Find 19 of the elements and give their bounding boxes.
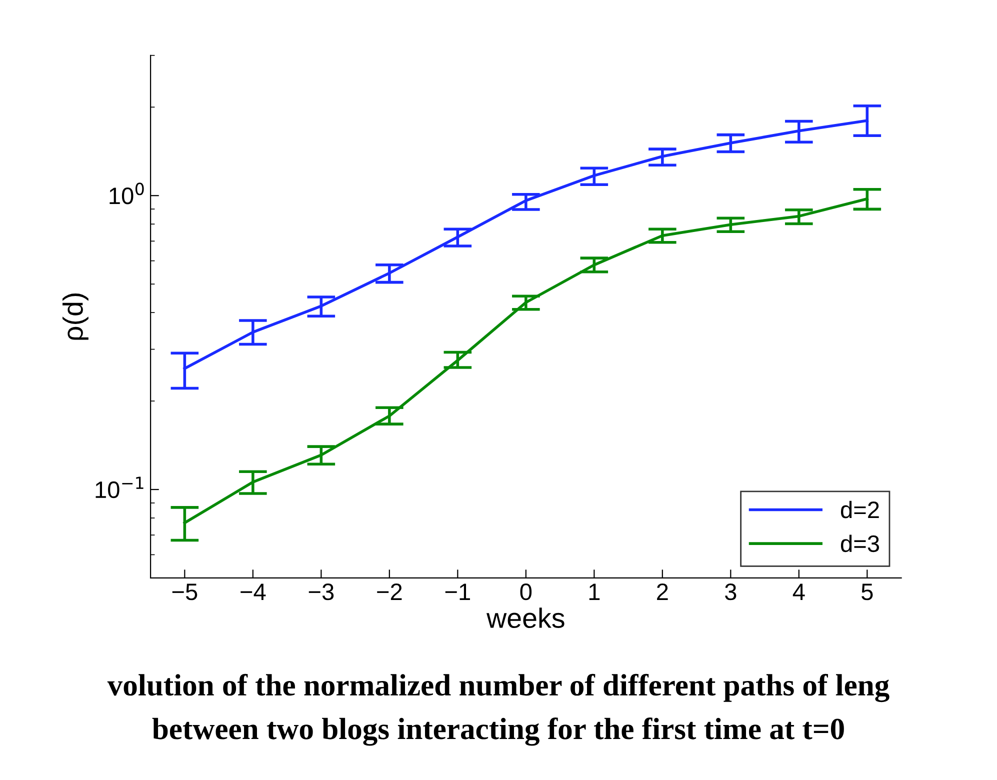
legend-label: d=3 bbox=[840, 534, 879, 552]
x-tick-label: −5 bbox=[172, 584, 198, 600]
x-tick-label: 4 bbox=[792, 584, 805, 600]
legend-label: d=2 bbox=[840, 500, 879, 518]
y-tick-label: 10$^{−1}$ bbox=[96, 476, 144, 498]
y-tick-label: 10$^{0}$ bbox=[110, 182, 144, 204]
x-tick-label: −4 bbox=[240, 584, 266, 600]
y-axis-title: ρ(d) bbox=[62, 294, 88, 340]
x-tick-label: −1 bbox=[445, 584, 470, 600]
x-tick-label: 0 bbox=[520, 583, 532, 600]
x-tick-label: −3 bbox=[308, 583, 334, 600]
text: volution of the normalized number of different paths of leng bbox=[107, 674, 890, 702]
x-tick-label: 5 bbox=[862, 584, 873, 600]
x-tick-label: 3 bbox=[725, 583, 736, 600]
x-tick-label: 1 bbox=[589, 584, 600, 600]
x-tick-label: −2 bbox=[377, 583, 402, 600]
text: between two blogs interacting for the first time at t=0 bbox=[152, 718, 844, 746]
x-tick-label: 2 bbox=[657, 583, 668, 600]
x-axis-title: weeks bbox=[486, 608, 564, 628]
